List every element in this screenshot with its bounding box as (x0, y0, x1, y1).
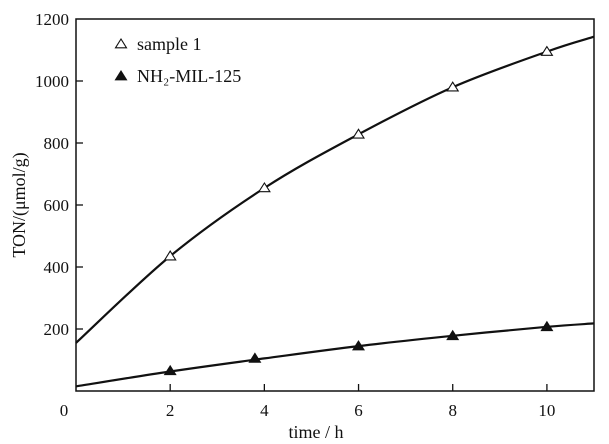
y-tick-label: 600 (44, 196, 70, 215)
x-tick-label: 10 (538, 401, 555, 420)
legend-label-2: NH₂-MIL-125 (137, 66, 241, 86)
x-tick-label: 0 (60, 401, 69, 420)
y-tick-label: 800 (44, 134, 70, 153)
data-point-series-2 (248, 352, 262, 363)
data-point-series-2 (540, 320, 554, 332)
y-tick-label: 1000 (35, 72, 69, 91)
x-tick-label: 6 (354, 401, 363, 420)
data-point-series-1 (352, 128, 365, 139)
data-point-series-1 (540, 45, 554, 56)
x-axis-label: time / h (289, 422, 344, 442)
y-axis-label: TON/(μmol/g) (9, 152, 30, 257)
legend: sample 1 NH₂-MIL-125 (114, 34, 241, 86)
data-point-series-2 (446, 329, 460, 341)
legend-marker-1 (114, 37, 128, 49)
data-point-series-2 (352, 340, 365, 351)
legend-label-1: sample 1 (137, 34, 202, 54)
fit-curve-2 (75, 322, 595, 388)
curves-layer (75, 35, 595, 388)
data-point-series-1 (257, 181, 271, 193)
legend-marker-2 (114, 69, 128, 81)
y-tick-label: 400 (44, 258, 70, 277)
data-point-series-1 (446, 81, 460, 92)
data-point-series-1 (163, 250, 177, 261)
data-point-series-2 (163, 364, 177, 376)
x-tick-label: 2 (166, 401, 175, 420)
ticks-layer: 0 2 4 6 8 10 200 400 600 800 1000 1200 (35, 10, 555, 420)
y-tick-label: 1200 (35, 10, 69, 29)
x-tick-label: 8 (448, 401, 457, 420)
y-tick-label: 200 (44, 320, 70, 339)
x-tick-label: 4 (260, 401, 269, 420)
markers-layer (163, 45, 554, 376)
